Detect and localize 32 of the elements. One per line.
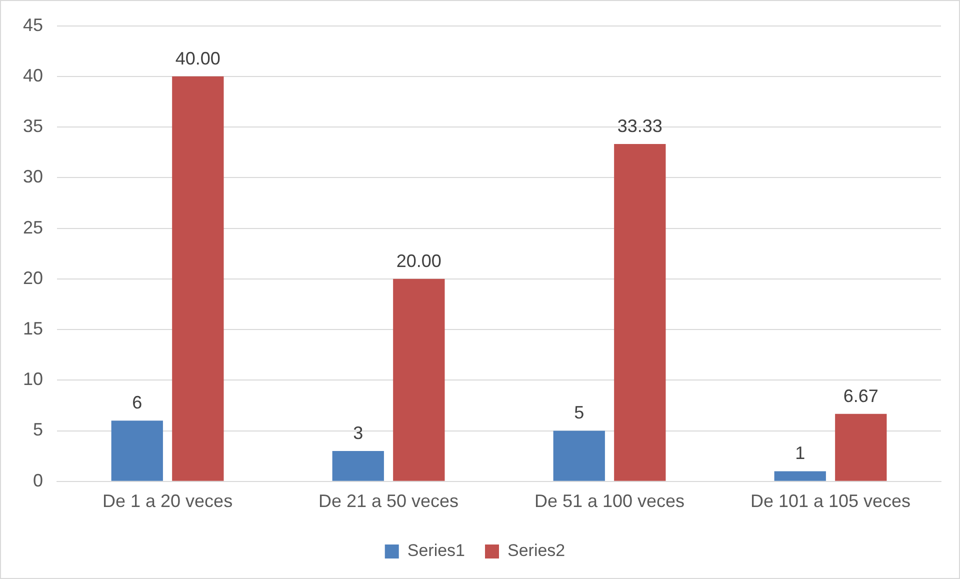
- bar: [553, 430, 605, 481]
- y-tick-label: 30: [22, 166, 44, 187]
- data-label: 6: [132, 392, 142, 413]
- x-tick-label: De 1 a 20 veces: [102, 491, 233, 512]
- bar: [393, 278, 445, 481]
- y-tick-label: 45: [22, 14, 44, 35]
- y-tick-label: 35: [22, 116, 44, 136]
- y-tick-label: 20: [22, 268, 44, 288]
- y-tick-label: 10: [22, 369, 44, 390]
- data-label: 40.00: [175, 48, 220, 68]
- data-label: 6.67: [843, 386, 878, 406]
- bar: [614, 144, 666, 481]
- data-label: 1: [795, 443, 806, 464]
- data-label: 20.00: [396, 250, 442, 271]
- legend-label: Series2: [508, 541, 566, 560]
- data-label: 3: [353, 422, 364, 443]
- x-tick-label: De 101 a 105 veces: [750, 491, 911, 512]
- x-tick-label: De 21 a 50 veces: [318, 491, 459, 512]
- bar: [111, 420, 163, 481]
- y-tick-label: 15: [22, 318, 44, 338]
- x-tick-label: De 51 a 100 veces: [534, 491, 685, 512]
- y-tick-label: 5: [33, 420, 44, 440]
- data-label: 33.33: [617, 116, 662, 136]
- bar: [774, 471, 826, 481]
- bar: [835, 414, 887, 481]
- legend-label: Series1: [407, 541, 465, 560]
- y-tick-label: 25: [22, 217, 44, 238]
- bar: [172, 76, 224, 481]
- y-tick-label: 40: [22, 65, 44, 86]
- bar: [332, 451, 384, 481]
- data-label: 5: [574, 402, 584, 423]
- y-tick-label: 0: [33, 470, 44, 490]
